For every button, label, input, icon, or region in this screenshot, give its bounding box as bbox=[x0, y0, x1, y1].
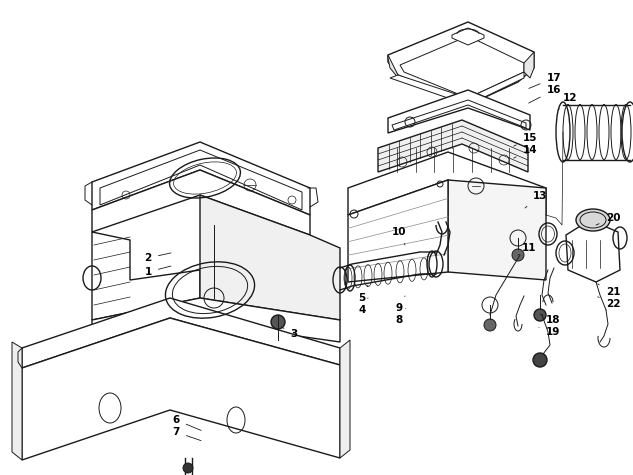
Text: 1: 1 bbox=[144, 266, 171, 277]
Text: 22: 22 bbox=[598, 297, 620, 309]
Circle shape bbox=[183, 463, 193, 473]
Polygon shape bbox=[92, 170, 310, 235]
Circle shape bbox=[534, 309, 546, 321]
Polygon shape bbox=[566, 220, 620, 282]
Polygon shape bbox=[390, 72, 524, 105]
Text: 13: 13 bbox=[525, 191, 548, 208]
Text: 17: 17 bbox=[529, 73, 561, 88]
Text: 7: 7 bbox=[172, 427, 201, 441]
Text: 18: 18 bbox=[540, 314, 560, 325]
Polygon shape bbox=[400, 36, 524, 98]
Text: 19: 19 bbox=[539, 327, 560, 337]
Text: 21: 21 bbox=[598, 284, 620, 297]
Polygon shape bbox=[340, 340, 350, 458]
Text: 20: 20 bbox=[596, 213, 620, 225]
Polygon shape bbox=[388, 22, 534, 105]
Text: 3: 3 bbox=[282, 327, 298, 339]
Polygon shape bbox=[524, 52, 534, 78]
Polygon shape bbox=[388, 90, 530, 133]
Text: 15: 15 bbox=[514, 133, 537, 146]
Polygon shape bbox=[92, 232, 200, 320]
Polygon shape bbox=[100, 150, 302, 210]
Text: 5: 5 bbox=[358, 285, 368, 303]
Polygon shape bbox=[348, 152, 546, 215]
Text: 10: 10 bbox=[392, 227, 406, 245]
Polygon shape bbox=[92, 142, 310, 215]
Polygon shape bbox=[22, 298, 340, 368]
Polygon shape bbox=[378, 120, 528, 172]
Polygon shape bbox=[92, 298, 340, 342]
Text: 4: 4 bbox=[358, 298, 368, 315]
Polygon shape bbox=[12, 342, 22, 460]
Polygon shape bbox=[22, 318, 340, 460]
Circle shape bbox=[533, 353, 547, 367]
Polygon shape bbox=[392, 100, 526, 130]
Text: 2: 2 bbox=[144, 253, 171, 263]
Polygon shape bbox=[200, 195, 340, 320]
Polygon shape bbox=[348, 180, 448, 282]
Circle shape bbox=[512, 249, 524, 261]
Polygon shape bbox=[388, 55, 400, 80]
Circle shape bbox=[484, 319, 496, 331]
Polygon shape bbox=[448, 180, 546, 280]
Polygon shape bbox=[452, 28, 484, 45]
Text: 16: 16 bbox=[529, 85, 561, 103]
Text: 12: 12 bbox=[558, 93, 577, 110]
Text: 9: 9 bbox=[396, 296, 405, 313]
Text: 14: 14 bbox=[514, 145, 537, 158]
Circle shape bbox=[271, 315, 285, 329]
Ellipse shape bbox=[576, 209, 610, 231]
Text: 6: 6 bbox=[172, 415, 201, 430]
Text: 11: 11 bbox=[518, 243, 536, 255]
Text: 8: 8 bbox=[396, 309, 406, 325]
